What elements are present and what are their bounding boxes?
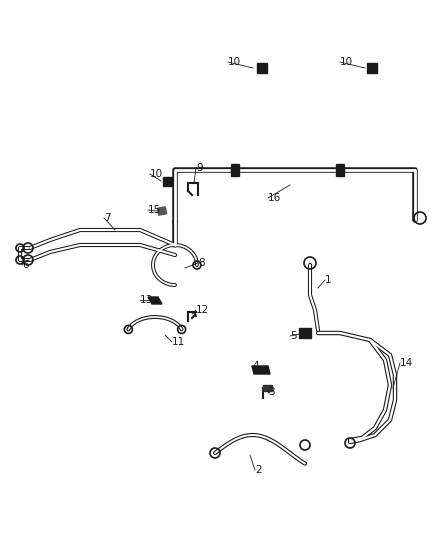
Text: 16: 16 <box>268 193 281 203</box>
Bar <box>367 63 377 73</box>
Text: 6: 6 <box>22 260 28 270</box>
Text: 1: 1 <box>325 275 332 285</box>
Text: 10: 10 <box>228 57 241 67</box>
Text: 15: 15 <box>148 205 161 215</box>
Text: 10: 10 <box>150 169 163 179</box>
Text: 8: 8 <box>198 258 205 268</box>
Bar <box>231 164 239 176</box>
Text: 9: 9 <box>196 163 203 173</box>
Text: 13: 13 <box>140 295 153 305</box>
Text: 3: 3 <box>268 387 275 397</box>
Polygon shape <box>252 366 270 374</box>
Text: 2: 2 <box>255 465 261 475</box>
Text: 7: 7 <box>104 213 111 223</box>
Bar <box>162 176 172 185</box>
Polygon shape <box>263 385 272 391</box>
Bar <box>299 328 311 338</box>
Bar <box>257 63 267 73</box>
Text: 5: 5 <box>290 331 297 341</box>
Text: 11: 11 <box>172 337 185 347</box>
Text: 12: 12 <box>196 305 209 315</box>
Text: 10: 10 <box>340 57 353 67</box>
Bar <box>157 207 166 215</box>
Bar <box>336 164 344 176</box>
Text: 14: 14 <box>400 358 413 368</box>
Polygon shape <box>148 297 162 304</box>
Text: 4: 4 <box>252 361 258 371</box>
